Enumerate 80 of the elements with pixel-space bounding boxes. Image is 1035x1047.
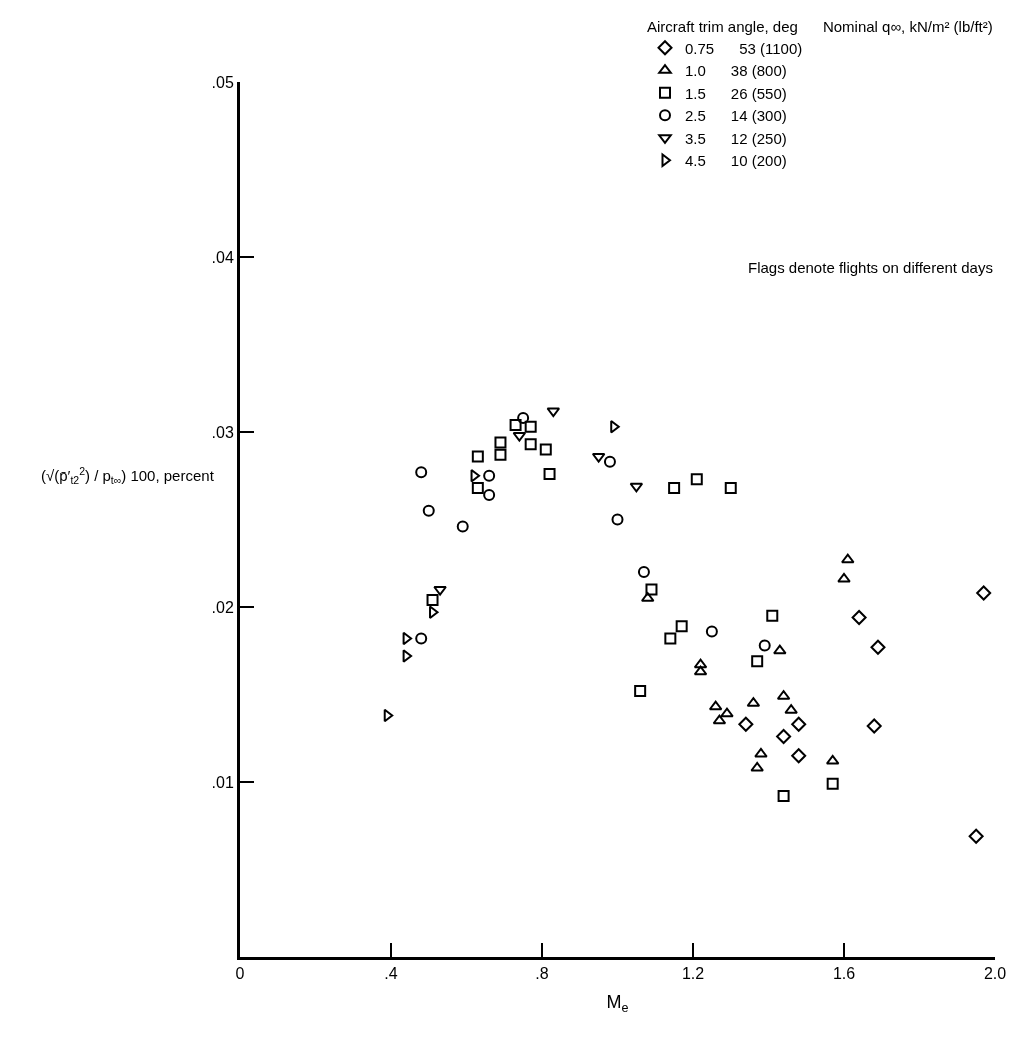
point xyxy=(543,468,556,480)
y-tick-label: .04 xyxy=(211,248,234,266)
point xyxy=(773,644,787,655)
point xyxy=(470,468,481,483)
point xyxy=(738,716,754,732)
point xyxy=(629,482,644,493)
point xyxy=(866,718,882,734)
x-tick-label: 1.6 xyxy=(832,965,856,983)
y-axis-title: (√(p̄′$_{t2}$$^{2}$) / p$_{t∞}$) 100, percent xyxy=(41,465,215,487)
legend-label: 4.5 10 (200) xyxy=(685,152,787,170)
point xyxy=(603,455,616,468)
point xyxy=(422,504,435,517)
point xyxy=(415,466,428,479)
point xyxy=(791,748,807,764)
point xyxy=(433,586,447,596)
point xyxy=(870,639,886,655)
point xyxy=(708,700,723,711)
legend-label: 1.5 26 (550) xyxy=(685,84,787,102)
point xyxy=(791,716,807,732)
point xyxy=(841,553,855,564)
point xyxy=(456,520,469,533)
point xyxy=(517,412,530,424)
point xyxy=(483,469,496,482)
point xyxy=(471,450,484,463)
point xyxy=(777,790,790,802)
point xyxy=(539,443,552,456)
point xyxy=(750,762,764,772)
point xyxy=(724,482,737,494)
point xyxy=(415,632,428,645)
x-tick-label: .8 xyxy=(535,965,549,983)
point xyxy=(668,482,681,494)
x-axis-title: M$_{e}$ xyxy=(606,992,629,1016)
point xyxy=(758,639,771,652)
point xyxy=(483,489,496,501)
y-tick-label: .01 xyxy=(211,773,234,791)
point xyxy=(675,620,688,633)
legend-label: 3.5 12 (250) xyxy=(685,129,787,147)
point xyxy=(751,655,764,668)
x-tick-label: 0 xyxy=(235,965,245,983)
point xyxy=(471,482,484,494)
point xyxy=(776,729,792,744)
point xyxy=(837,573,851,583)
point xyxy=(402,631,413,646)
point xyxy=(637,566,650,578)
y-tick-label: .05 xyxy=(211,73,234,91)
point xyxy=(976,585,992,601)
point xyxy=(664,632,677,645)
point xyxy=(645,583,658,596)
point xyxy=(494,448,507,461)
x-tick-label: .4 xyxy=(384,965,398,983)
point xyxy=(766,609,779,622)
point xyxy=(851,610,867,625)
point xyxy=(754,748,768,758)
annotation: Flags denote flights on different days xyxy=(748,259,993,276)
point xyxy=(693,665,708,676)
point xyxy=(524,438,537,451)
point xyxy=(426,594,439,606)
point xyxy=(784,704,798,714)
point xyxy=(720,707,734,718)
legend-title: Aircraft trim angle, deg Nominal q∞, kN/m² (lb/ft²) xyxy=(647,17,993,35)
point xyxy=(611,513,624,526)
point xyxy=(968,828,984,844)
point xyxy=(524,420,537,433)
point xyxy=(509,419,522,431)
point xyxy=(690,473,703,486)
y-tick-label: .02 xyxy=(211,598,234,616)
point xyxy=(494,436,507,449)
point xyxy=(383,708,394,723)
point xyxy=(693,658,708,669)
x-tick-label: 2.0 xyxy=(983,965,1007,983)
point xyxy=(712,714,727,725)
y-tick-label: .03 xyxy=(211,423,234,441)
point xyxy=(634,685,647,697)
legend-label: 2.5 14 (300) xyxy=(685,107,787,125)
point xyxy=(826,777,839,790)
x-tick-label: 1.2 xyxy=(681,965,705,983)
legend-label: 1.0 38 (800) xyxy=(685,62,787,80)
legend-label: 0.75 53 (1100) xyxy=(685,39,803,57)
point xyxy=(402,649,413,663)
point xyxy=(705,625,718,638)
